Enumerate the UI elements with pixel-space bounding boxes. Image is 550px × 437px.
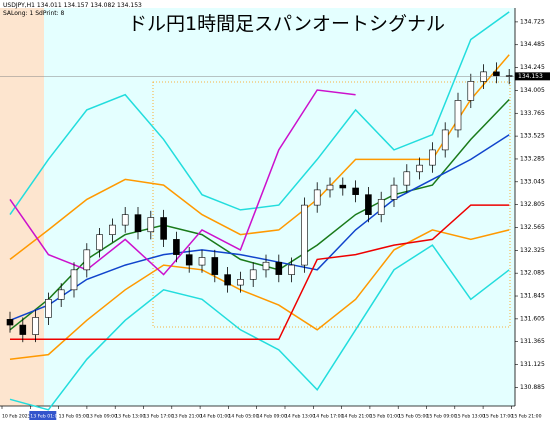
x-tick-label: 14 Feb 09:00 [257, 414, 287, 420]
x-tick-label: 13 Feb 09:00 [87, 414, 117, 420]
candle-body [147, 217, 155, 233]
candle-body [6, 319, 14, 326]
x-tick-label: 14 Feb 01:00 [200, 414, 230, 420]
y-tick-label: 133.525 [520, 133, 545, 140]
x-tick-label: 14 Feb 13:00 [285, 414, 315, 420]
candle-body [249, 269, 257, 280]
indicator-line [9, 54, 510, 260]
candle-body [352, 187, 359, 195]
candle-body [109, 224, 116, 235]
y-tick-label: 130.885 [520, 384, 545, 391]
candle-body [301, 204, 308, 266]
candle-body [83, 249, 91, 271]
x-tick-label: 13 Feb 21:00 [172, 414, 202, 420]
candle-body [57, 289, 65, 300]
y-tick-label: 131.125 [520, 361, 545, 368]
y-tick-label: 131.605 [520, 315, 545, 322]
y-tick-label: 134.245 [520, 64, 545, 71]
x-tick-label: 15 Feb 17:00 [483, 414, 513, 420]
x-tick-label: 13 Feb 13:00 [115, 414, 145, 420]
candle-body [416, 164, 423, 173]
x-tick-label: 15 Feb 05:00 [398, 414, 428, 420]
x-tick-label: 13 Feb 05:00 [59, 414, 89, 420]
shaded-region [0, 8, 44, 406]
y-tick-label: 133.045 [520, 178, 545, 185]
x-tick-label: 10 Feb 2023 [2, 414, 31, 420]
x-tick-label: 15 Feb 09:00 [427, 414, 457, 420]
candle-body [185, 254, 193, 266]
candle-body [45, 299, 52, 318]
indicator-line [9, 98, 510, 331]
x-tick-label: 13 Feb 01:00 [30, 414, 60, 420]
candle-body [198, 257, 206, 266]
candle-body [326, 184, 334, 191]
candle-body [480, 71, 487, 82]
candle-body [403, 171, 411, 186]
candle-body [70, 269, 78, 291]
indicator-line [9, 134, 510, 321]
candle-body [454, 100, 462, 131]
candle-body [467, 81, 475, 101]
candle-body [262, 261, 270, 271]
y-tick-label: 132.325 [520, 247, 545, 254]
last-price-label: 134.153 [518, 73, 543, 80]
indicator-line [10, 204, 510, 341]
y-tick-label: 131.845 [520, 293, 545, 300]
y-tick-label: 132.565 [520, 224, 545, 231]
candle-body [19, 324, 27, 335]
candle-body [160, 217, 167, 240]
x-tick-label: 14 Feb 17:00 [313, 414, 343, 420]
x-tick-highlight [29, 411, 57, 420]
candle-body [211, 257, 219, 275]
x-tick-label: 15 Feb 21:00 [511, 414, 541, 420]
candles [6, 62, 513, 343]
x-tick-label: 14 Feb 21:00 [342, 414, 372, 420]
candle-body [365, 194, 372, 215]
last-price-box [515, 72, 550, 81]
indicator-line [9, 11, 510, 216]
y-tick-label: 132.085 [520, 270, 545, 277]
x-tick-label: 14 Feb 05:00 [228, 414, 258, 420]
candle-body [339, 184, 347, 189]
y-tick-label: 134.725 [520, 18, 545, 25]
candle-body [96, 234, 103, 251]
candle-body [493, 71, 500, 76]
candle-body [288, 264, 295, 275]
y-tick-label: 134.005 [520, 87, 545, 94]
y-tick-label: 132.805 [520, 201, 545, 208]
x-tick-label: 13 Feb 17:00 [144, 414, 174, 420]
axes: 134.725 134.485 134.245 134.005 133.765 133.5… [0, 18, 550, 420]
range-box [152, 81, 511, 328]
candle-body [134, 214, 142, 233]
x-tick-label: 15 Feb 01:00 [370, 414, 400, 420]
header: USDJPY,H1 134.011 134.157 134.082 134.15… [3, 2, 142, 9]
candle-body [377, 199, 385, 215]
indicator-lines [9, 11, 510, 411]
y-tick-label: 134.485 [520, 41, 545, 48]
candle-body [237, 279, 244, 286]
candle-body [429, 149, 436, 166]
candle-body [313, 189, 321, 206]
candle-body [121, 214, 129, 226]
candle-body [32, 317, 39, 335]
y-tick-label: 133.285 [520, 155, 545, 162]
indicator-line [9, 229, 510, 361]
candle-body [173, 239, 180, 255]
candle-body [441, 129, 449, 151]
y-tick-label: 131.365 [520, 338, 545, 345]
subheader: SALong: 1 SdPrint: 8 [3, 10, 65, 17]
y-tick-label: 133.765 [520, 110, 545, 117]
indicator-line [9, 89, 356, 276]
candle-body [390, 184, 398, 200]
candle-body [224, 274, 231, 286]
candle-body [275, 261, 283, 275]
x-tick-label: 15 Feb 13:00 [455, 414, 485, 420]
chart-title: ドル円1時間足スパンオートシグナル [128, 13, 445, 35]
